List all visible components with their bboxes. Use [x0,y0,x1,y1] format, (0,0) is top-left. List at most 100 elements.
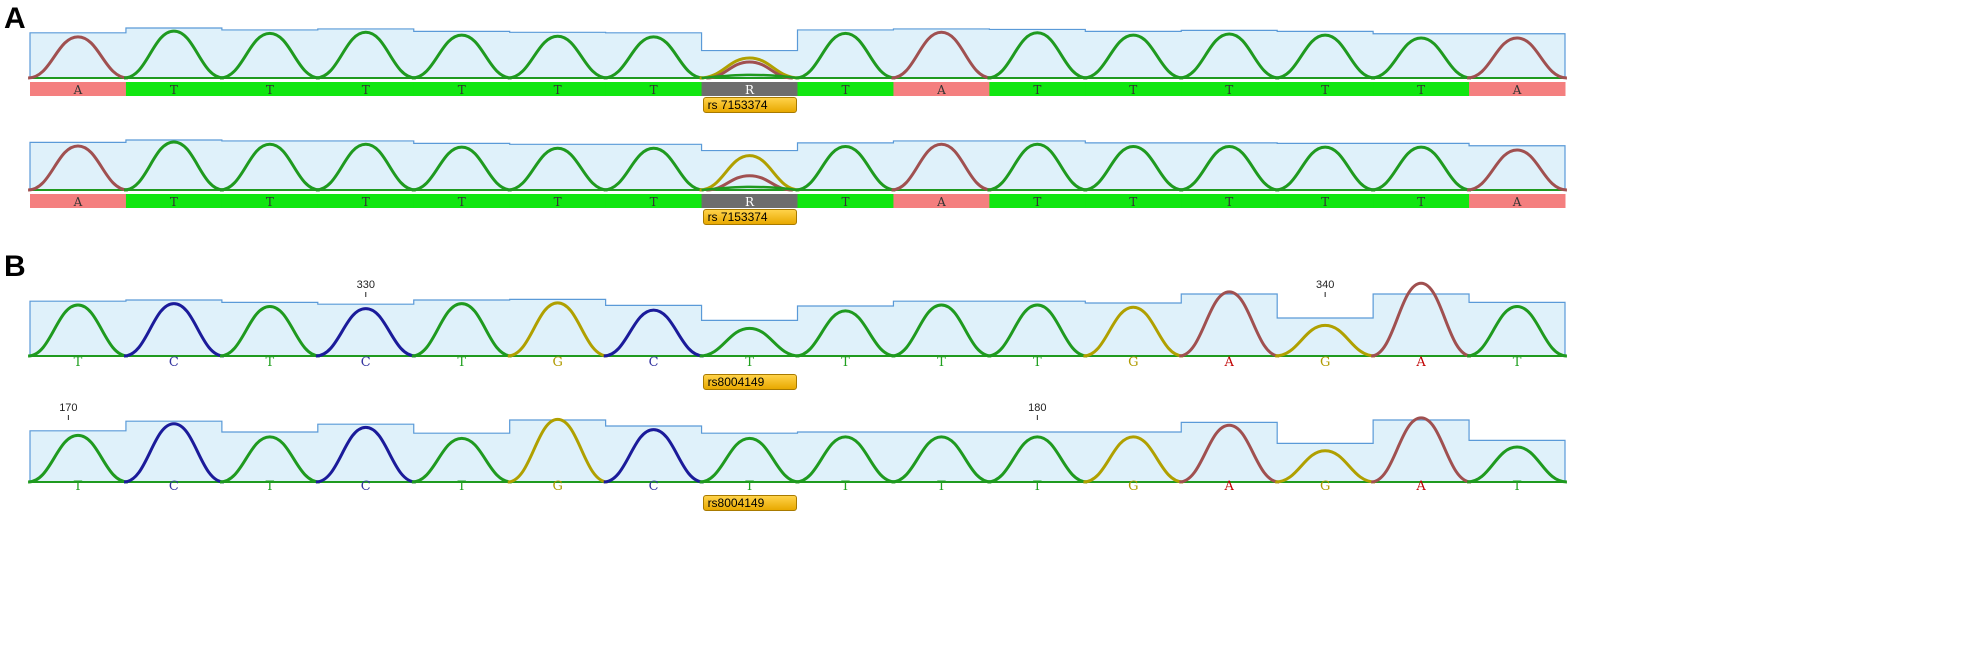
base-call: T [1225,195,1233,209]
peak-T [1083,33,1184,80]
peak-G [1083,435,1184,484]
peak-A [1466,148,1568,192]
peak-T [27,303,129,358]
peak-C [315,425,416,484]
base-call: T [1417,83,1425,97]
peak-A [891,30,992,80]
base-call: T [937,355,946,370]
base-call: T [1321,83,1329,97]
panel-label-b: B [4,250,26,283]
base-cell-R [701,194,798,208]
quality-bar [29,27,1566,79]
peak-T [987,142,1088,192]
base-cell-T [797,194,894,208]
base-call: T [841,195,849,209]
peak-C [315,307,416,358]
base-call: T [458,83,466,97]
peak-G [1275,323,1376,358]
base-cell-R [701,82,798,96]
base-call: T [266,479,275,494]
base-cell-T [221,194,319,208]
base-call: T [74,479,83,494]
base-cell-T [509,82,607,96]
base-cell-A [1469,82,1566,96]
base-cell-T [797,82,894,96]
base-call: T [1225,83,1233,97]
base-call: T [937,479,946,494]
base-call: A [1512,83,1522,97]
base-call: T [1033,195,1041,209]
peak-T [1179,145,1280,192]
base-call: T [650,83,658,97]
secondary-peak-T [701,73,798,80]
base-call: T [1129,195,1137,209]
base-call: G [552,479,562,494]
base-call: T [554,83,562,97]
base-call: C [649,479,659,494]
base-call: T [1033,83,1041,97]
base-call: G [552,355,562,370]
base-call: C [361,479,371,494]
base-call: R [745,195,755,209]
base-cell-T [1277,82,1374,96]
ruler-label: 340 [1316,279,1334,291]
trace-track-3: T C T C T G C T T T T G A G A T 330 340 [27,279,1568,370]
peak-T [123,29,225,80]
peak-A [1466,36,1568,80]
base-cell-T [1277,194,1374,208]
base-call: C [649,355,659,370]
base-call: T [170,83,178,97]
base-call: A [73,83,83,97]
base-call: A [1224,479,1235,494]
base-cell-T [989,194,1086,208]
base-cell-T [1085,82,1182,96]
peak-C [123,422,225,484]
base-cell-T [317,194,415,208]
peak-A [891,142,992,192]
peak-A [27,35,129,80]
base-cell-T [1181,194,1278,208]
ruler-label: 170 [59,402,77,414]
base-call: T [457,355,466,370]
base-call: T [841,83,849,97]
peak-T [123,140,225,192]
base-call: T [1129,83,1137,97]
peak-T [795,435,896,484]
peak-T [891,435,992,484]
peak-T [1371,36,1472,80]
peak-T [507,34,608,80]
base-cell-T [317,82,415,96]
base-call: A [1224,355,1235,370]
peak-T [219,304,320,358]
peak-T [1371,145,1472,192]
peak-C [603,428,704,484]
peak-G [1275,449,1376,484]
peak-T [699,326,800,358]
peak-T [219,142,320,192]
base-cell-T [605,194,703,208]
peak-T [795,145,896,192]
base-call: A [1415,479,1426,494]
base-call: G [1320,479,1330,494]
peak-T [1466,445,1568,484]
peak-A [1179,290,1280,358]
peak-T [795,31,896,80]
base-cell-T [413,194,511,208]
base-call: A [936,195,946,209]
secondary-peak-A [706,60,793,80]
peak-T [603,146,704,192]
base-cell-A [893,82,990,96]
base-call: T [1417,195,1425,209]
base-cell-T [125,82,223,96]
peak-T [1275,145,1376,192]
base-call: T [266,83,274,97]
peak-T [1275,33,1376,80]
trace-track-4: T C T C T G C T T T T G A G A T 170 180 [27,402,1568,494]
base-call: T [745,479,754,494]
peak-T [315,30,416,80]
base-cell-T [989,82,1086,96]
peak-A [1179,423,1280,484]
base-call: G [1128,355,1138,370]
base-cell-T [1373,194,1470,208]
